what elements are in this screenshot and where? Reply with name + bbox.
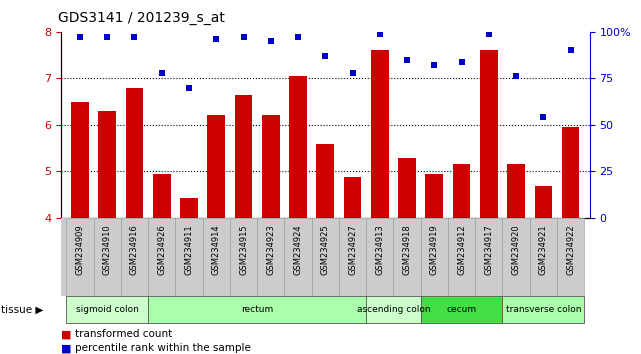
- Text: ■: ■: [61, 343, 71, 353]
- Text: GSM234924: GSM234924: [294, 224, 303, 275]
- Text: GSM234914: GSM234914: [212, 224, 221, 275]
- Point: [320, 53, 331, 59]
- Bar: [371, 50, 388, 218]
- Point: [484, 31, 494, 36]
- Text: rectum: rectum: [241, 305, 273, 314]
- Bar: [235, 95, 253, 218]
- Bar: [257, 218, 285, 296]
- Text: GSM234921: GSM234921: [539, 224, 548, 275]
- Text: GSM234915: GSM234915: [239, 224, 248, 275]
- Bar: [557, 218, 584, 296]
- Bar: [503, 218, 529, 296]
- Point: [211, 36, 221, 42]
- Bar: [262, 115, 279, 218]
- Bar: [312, 218, 339, 296]
- Bar: [529, 218, 557, 296]
- Text: ascending colon: ascending colon: [356, 305, 430, 314]
- Bar: [121, 218, 148, 296]
- Text: GDS3141 / 201239_s_at: GDS3141 / 201239_s_at: [58, 11, 224, 25]
- Bar: [148, 218, 176, 296]
- Text: transverse colon: transverse colon: [506, 305, 581, 314]
- Point: [265, 38, 276, 44]
- Text: GSM234912: GSM234912: [457, 224, 466, 275]
- Text: GSM234919: GSM234919: [430, 224, 439, 275]
- Point: [565, 47, 576, 53]
- Bar: [420, 296, 503, 323]
- Text: GSM234911: GSM234911: [185, 224, 194, 275]
- Text: ■: ■: [61, 329, 71, 339]
- Point: [238, 35, 249, 40]
- Text: GSM234917: GSM234917: [485, 224, 494, 275]
- Bar: [203, 218, 230, 296]
- Bar: [535, 186, 553, 218]
- Text: GSM234927: GSM234927: [348, 224, 357, 275]
- Bar: [480, 50, 497, 218]
- Bar: [94, 218, 121, 296]
- Bar: [426, 173, 443, 218]
- Text: GSM234926: GSM234926: [157, 224, 166, 275]
- Bar: [344, 177, 362, 218]
- Text: GSM234923: GSM234923: [266, 224, 275, 275]
- Point: [347, 70, 358, 76]
- Bar: [339, 218, 366, 296]
- Text: GSM234918: GSM234918: [403, 224, 412, 275]
- Text: GSM234922: GSM234922: [566, 224, 575, 275]
- Point: [102, 35, 112, 40]
- Point: [75, 35, 85, 40]
- Bar: [208, 115, 225, 218]
- Bar: [153, 173, 171, 218]
- Point: [511, 74, 521, 79]
- Bar: [453, 164, 470, 218]
- Bar: [366, 296, 420, 323]
- Bar: [562, 127, 579, 218]
- Point: [184, 85, 194, 91]
- Text: GSM234909: GSM234909: [76, 224, 85, 275]
- Bar: [448, 218, 475, 296]
- Point: [129, 35, 140, 40]
- Bar: [67, 296, 148, 323]
- Point: [402, 57, 412, 63]
- Bar: [98, 111, 116, 218]
- Bar: [71, 102, 89, 218]
- Point: [429, 62, 440, 68]
- Point: [456, 59, 467, 64]
- Point: [156, 70, 167, 76]
- Text: percentile rank within the sample: percentile rank within the sample: [75, 343, 251, 353]
- Bar: [126, 88, 144, 218]
- Text: GSM234910: GSM234910: [103, 224, 112, 275]
- Text: GSM234920: GSM234920: [512, 224, 520, 275]
- Text: tissue ▶: tissue ▶: [1, 305, 44, 315]
- Bar: [180, 198, 198, 218]
- Point: [538, 115, 549, 120]
- Point: [293, 35, 303, 40]
- Bar: [394, 218, 420, 296]
- Bar: [148, 296, 366, 323]
- Bar: [289, 76, 307, 218]
- Bar: [475, 218, 503, 296]
- Bar: [366, 218, 394, 296]
- Point: [375, 31, 385, 36]
- Bar: [507, 164, 525, 218]
- Text: sigmoid colon: sigmoid colon: [76, 305, 138, 314]
- Text: GSM234925: GSM234925: [320, 224, 330, 275]
- Text: cecum: cecum: [447, 305, 477, 314]
- Text: GSM234916: GSM234916: [130, 224, 139, 275]
- Bar: [176, 218, 203, 296]
- Bar: [230, 218, 257, 296]
- Bar: [317, 144, 334, 218]
- Bar: [503, 296, 584, 323]
- Bar: [420, 218, 448, 296]
- Bar: [398, 158, 416, 218]
- Bar: [285, 218, 312, 296]
- Text: GSM234913: GSM234913: [376, 224, 385, 275]
- Bar: [67, 218, 94, 296]
- Text: transformed count: transformed count: [75, 329, 172, 339]
